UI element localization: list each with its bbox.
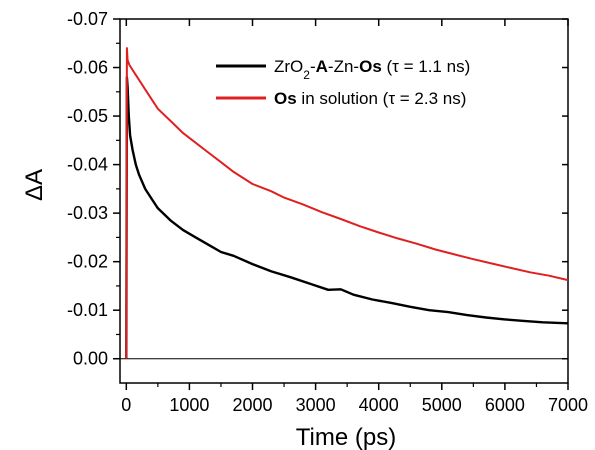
y-tick-label: -0.05 — [67, 106, 108, 126]
x-tick-label: 1000 — [169, 395, 209, 415]
x-tick-label: 4000 — [359, 395, 399, 415]
tick-layer: 0 1000 2000 3000 4000 5000 6000 7000 0.00 -0.01 -0… — [67, 9, 588, 415]
y-tick-label: -0.02 — [67, 252, 108, 272]
y-tick-label: -0.01 — [67, 300, 108, 320]
series-line-2 — [125, 47, 569, 359]
series-layer — [125, 47, 569, 359]
legend: ZrO2-A-Zn-Os (τ = 1.1 ns) Os in solution … — [216, 57, 470, 108]
y-tick-label: 0.00 — [73, 349, 108, 369]
plot-frame — [119, 18, 569, 384]
x-tick-label: 6000 — [485, 395, 525, 415]
y-tick-label: -0.06 — [67, 58, 108, 78]
y-tick-label: -0.04 — [67, 155, 108, 175]
x-tick-label: 5000 — [422, 395, 462, 415]
x-tick-label: 0 — [121, 395, 131, 415]
x-tick-label: 7000 — [548, 395, 588, 415]
axes-layer — [119, 18, 569, 384]
y-tick-label: -0.03 — [67, 203, 108, 223]
legend-label: ZrO2-A-Zn-Os (τ = 1.1 ns) — [274, 57, 470, 82]
legend-label: Os in solution (τ = 2.3 ns) — [274, 89, 466, 108]
x-tick-label: 3000 — [296, 395, 336, 415]
x-axis-label: Time (ps) — [296, 424, 396, 450]
x-tick-label: 2000 — [232, 395, 272, 415]
y-tick-label: -0.07 — [67, 9, 108, 29]
series-line-1 — [125, 75, 569, 359]
y-axis-label: ΔA — [21, 169, 48, 201]
